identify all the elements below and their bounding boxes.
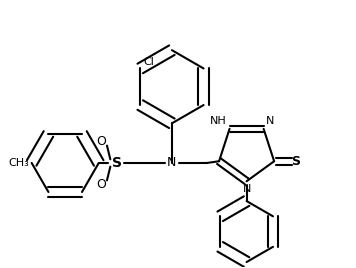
Text: NH: NH (210, 116, 226, 126)
Text: S: S (291, 155, 300, 168)
Text: N: N (167, 157, 177, 169)
Text: O: O (96, 135, 106, 148)
Text: Cl: Cl (143, 57, 154, 67)
Text: CH₃: CH₃ (9, 158, 29, 168)
Text: O: O (96, 178, 106, 191)
Text: S: S (112, 156, 122, 170)
Text: N: N (242, 184, 251, 194)
Text: N: N (266, 116, 274, 126)
